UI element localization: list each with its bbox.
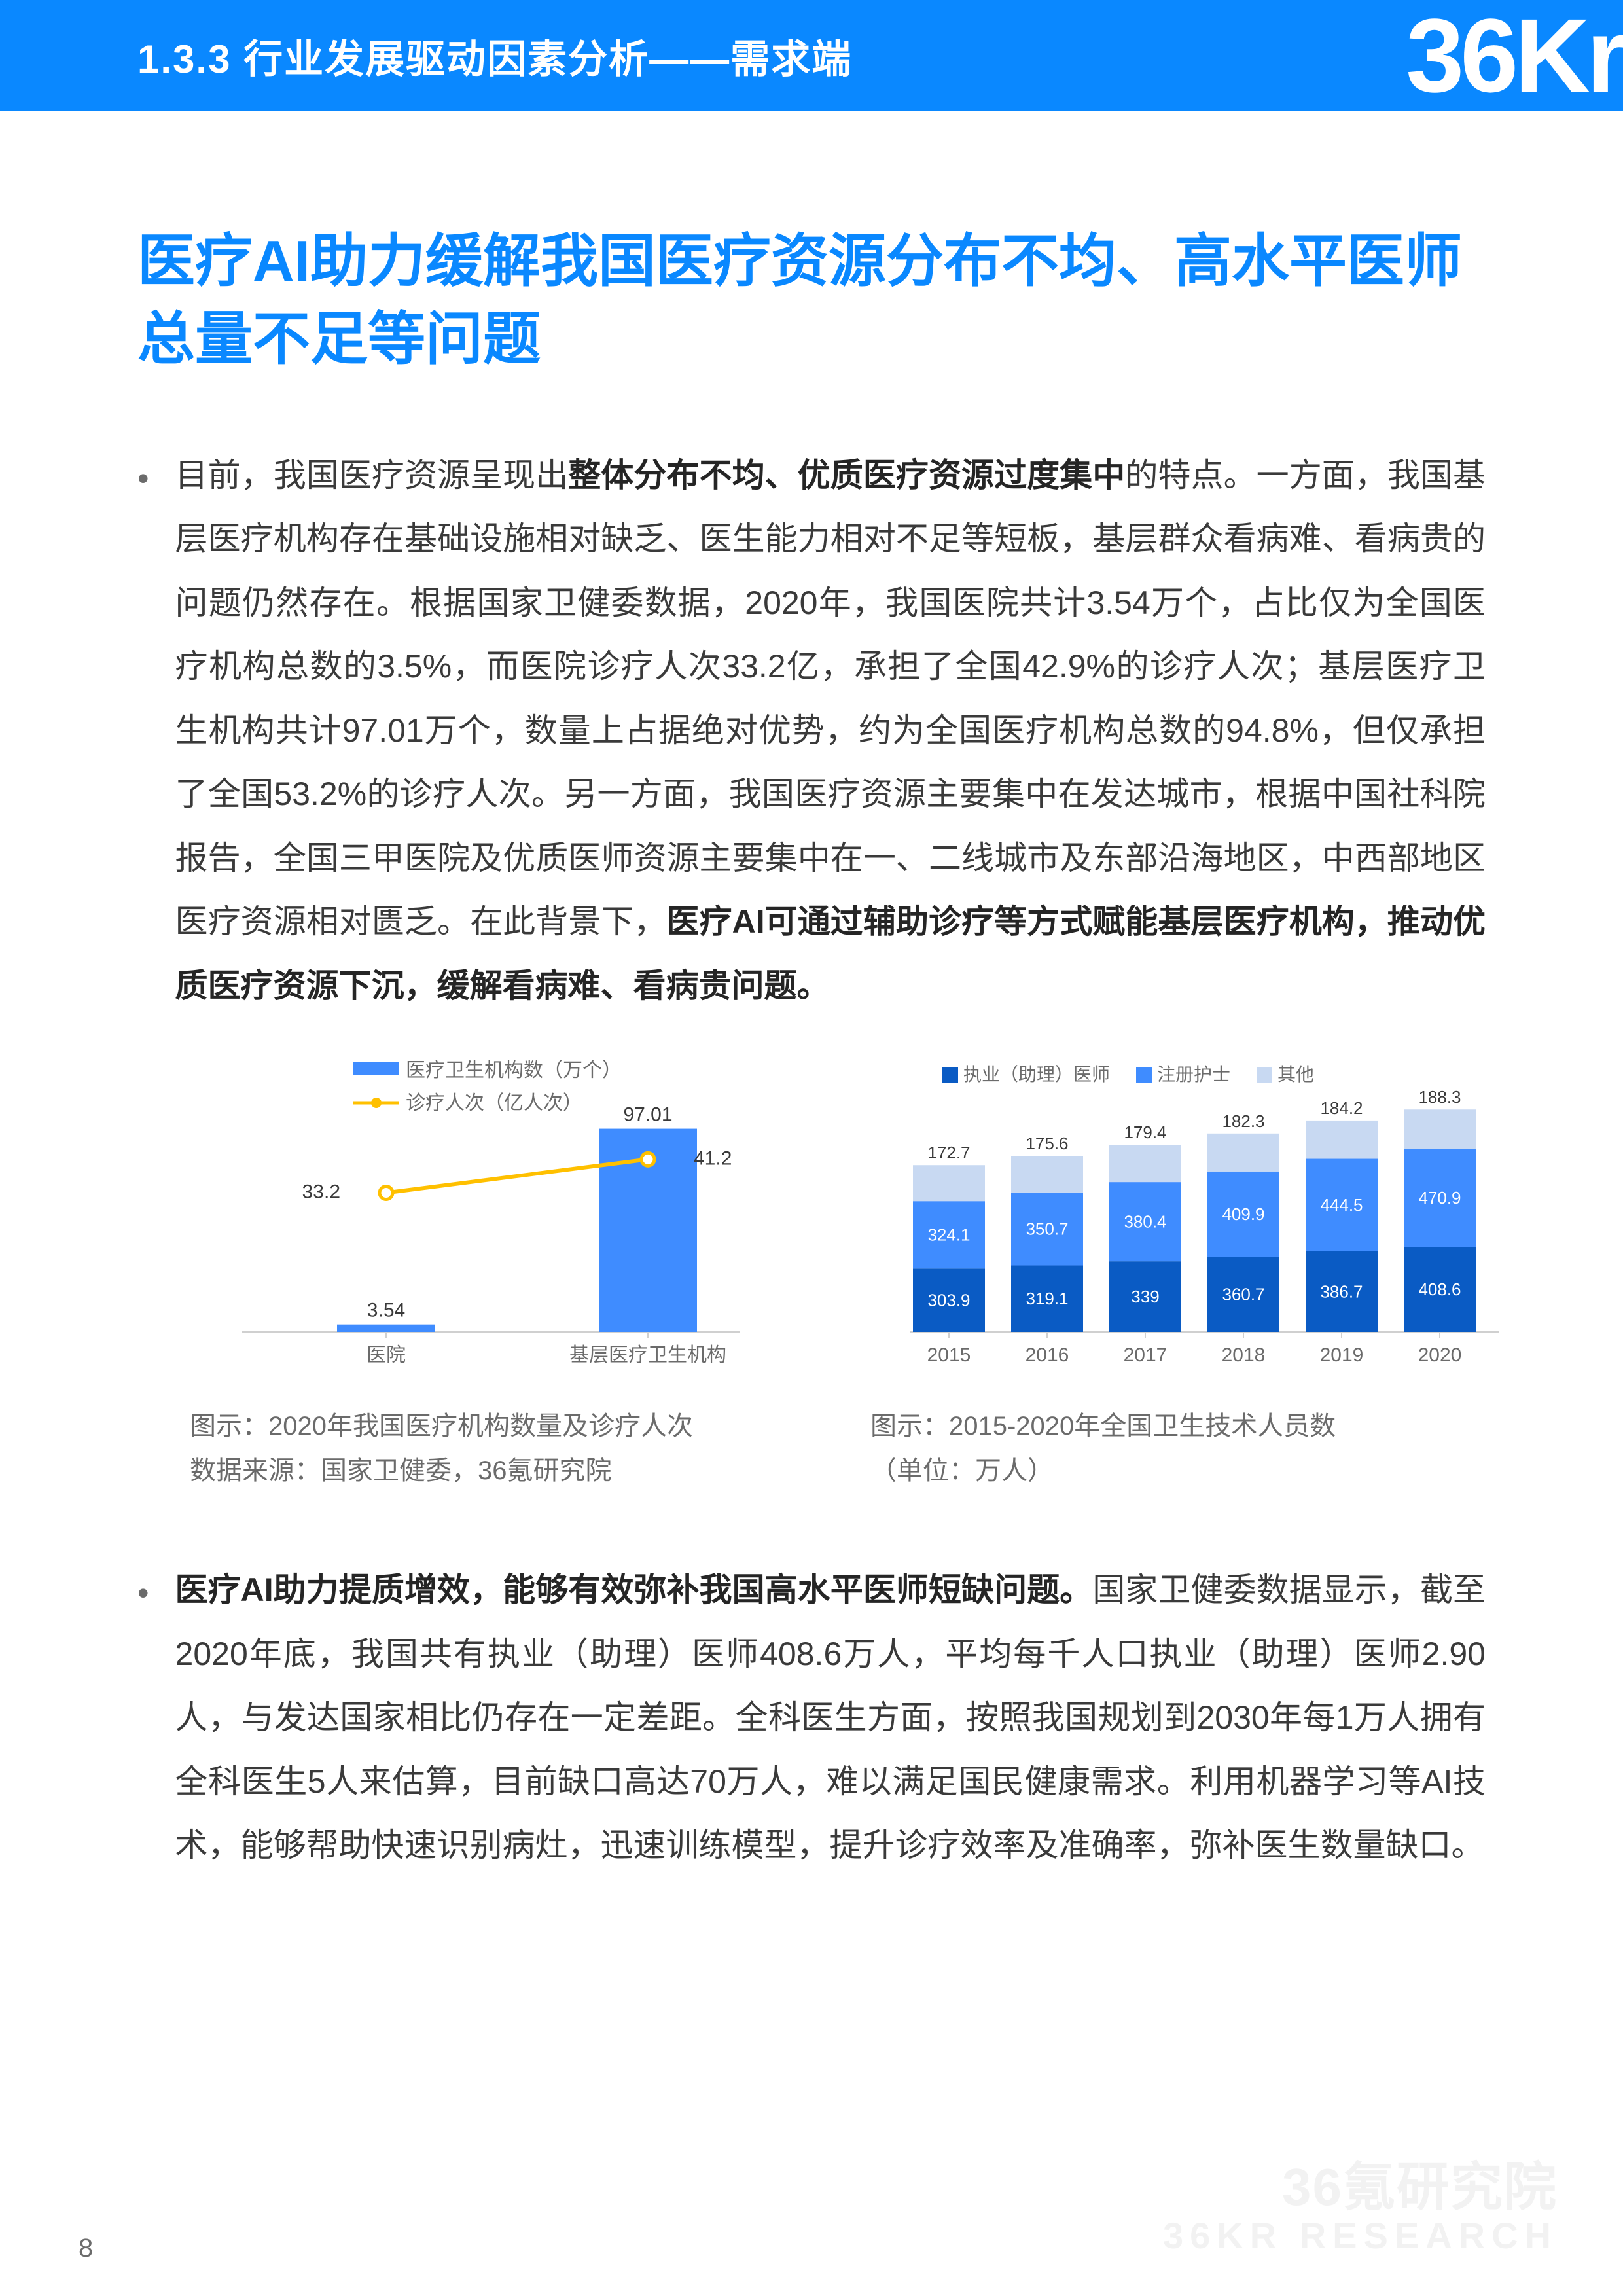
- chart-right: 执业（助理）医师 注册护士 其他 303.9 324.1 172.7 2015 319.1 35…: [870, 1057, 1512, 1493]
- svg-text:2019: 2019: [1320, 1344, 1364, 1366]
- svg-text:医疗卫生机构数（万个）: 医疗卫生机构数（万个）: [406, 1060, 622, 1081]
- chart-right-caption-title: 图示：2015-2020年全国卫生技术人员数: [870, 1404, 1512, 1448]
- watermark-line1: 36氪研究院: [1163, 2145, 1558, 2221]
- svg-text:医院: 医院: [366, 1344, 406, 1366]
- svg-text:3.54: 3.54: [367, 1300, 405, 1321]
- svg-text:2017: 2017: [1124, 1344, 1168, 1366]
- svg-text:408.6: 408.6: [1418, 1280, 1461, 1299]
- chart-right-caption: 图示：2015-2020年全国卫生技术人员数 （单位：万人）: [870, 1404, 1512, 1493]
- svg-text:444.5: 444.5: [1320, 1195, 1363, 1215]
- svg-text:诊疗人次（亿人次）: 诊疗人次（亿人次）: [406, 1092, 582, 1114]
- svg-text:188.3: 188.3: [1418, 1087, 1461, 1107]
- chart-left-caption-title: 图示：2020年我国医疗机构数量及诊疗人次: [190, 1404, 779, 1448]
- svg-text:380.4: 380.4: [1124, 1212, 1166, 1232]
- svg-text:409.9: 409.9: [1222, 1204, 1264, 1224]
- chart-left-caption: 图示：2020年我国医疗机构数量及诊疗人次 数据来源：国家卫健委，36氪研究院: [190, 1404, 779, 1493]
- brand-logo: 36Kr: [1406, 0, 1623, 111]
- watermark: 36氪研究院 36KR RESEARCH: [1163, 2145, 1558, 2257]
- bullet-2: • 医疗AI助力提质增效，能够有效弥补我国高水平医师短缺问题。国家卫健委数据显示…: [137, 1558, 1486, 1878]
- svg-text:基层医疗卫生机构: 基层医疗卫生机构: [569, 1344, 726, 1366]
- svg-text:179.4: 179.4: [1124, 1122, 1166, 1142]
- charts-row: 医疗卫生机构数（万个） 诊疗人次（亿人次） 3.54 医院 97.01 基层医疗卫生机构 3…: [137, 1057, 1486, 1493]
- svg-text:2018: 2018: [1222, 1344, 1266, 1366]
- svg-text:339: 339: [1131, 1287, 1159, 1306]
- svg-text:执业（助理）医师: 执业（助理）医师: [963, 1064, 1110, 1085]
- svg-text:172.7: 172.7: [927, 1143, 970, 1162]
- header-bar: 1.3.3 行业发展驱动因素分析——需求端 36Kr: [0, 0, 1623, 111]
- bullet-1: • 目前，我国医疗资源呈现出整体分布不均、优质医疗资源过度集中的特点。一方面，我…: [137, 444, 1486, 1018]
- svg-text:175.6: 175.6: [1026, 1134, 1068, 1153]
- svg-text:97.01: 97.01: [623, 1104, 672, 1126]
- chart-right-svg: 执业（助理）医师 注册护士 其他 303.9 324.1 172.7 2015 319.1 35…: [870, 1057, 1512, 1384]
- bullet-2-text: 医疗AI助力提质增效，能够有效弥补我国高水平医师短缺问题。国家卫健委数据显示，截…: [175, 1558, 1486, 1878]
- bullet-1-text: 目前，我国医疗资源呈现出整体分布不均、优质医疗资源过度集中的特点。一方面，我国基…: [175, 444, 1486, 1018]
- chart-left-caption-source: 数据来源：国家卫健委，36氪研究院: [190, 1448, 779, 1493]
- svg-text:41.2: 41.2: [694, 1147, 732, 1169]
- svg-text:2016: 2016: [1026, 1344, 1069, 1366]
- svg-text:184.2: 184.2: [1320, 1098, 1363, 1118]
- svg-text:319.1: 319.1: [1026, 1289, 1068, 1308]
- chart-right-caption-unit: （单位：万人）: [870, 1448, 1512, 1493]
- svg-text:386.7: 386.7: [1320, 1282, 1363, 1302]
- svg-text:2015: 2015: [927, 1344, 971, 1366]
- svg-text:其他: 其他: [1277, 1064, 1314, 1085]
- chart-left: 医疗卫生机构数（万个） 诊疗人次（亿人次） 3.54 医院 97.01 基层医疗卫生机构 3…: [190, 1057, 779, 1493]
- svg-text:303.9: 303.9: [927, 1291, 970, 1310]
- chart-left-svg: 医疗卫生机构数（万个） 诊疗人次（亿人次） 3.54 医院 97.01 基层医疗卫生机构 3…: [190, 1057, 779, 1384]
- svg-text:470.9: 470.9: [1418, 1188, 1461, 1208]
- svg-text:350.7: 350.7: [1026, 1219, 1068, 1239]
- svg-text:182.3: 182.3: [1222, 1111, 1264, 1131]
- page-title: 医疗AI助力缓解我国医疗资源分布不均、高水平医师总量不足等问题: [137, 223, 1486, 378]
- svg-text:360.7: 360.7: [1222, 1285, 1264, 1304]
- svg-text:33.2: 33.2: [302, 1181, 340, 1203]
- watermark-line2: 36KR RESEARCH: [1163, 2214, 1558, 2257]
- page-number: 8: [79, 2234, 93, 2263]
- section-title: 1.3.3 行业发展驱动因素分析——需求端: [137, 27, 852, 84]
- bullet-marker: •: [137, 1562, 149, 1878]
- svg-text:2020: 2020: [1418, 1344, 1462, 1366]
- bullet-marker: •: [137, 448, 149, 1018]
- svg-text:注册护士: 注册护士: [1157, 1064, 1230, 1085]
- svg-text:324.1: 324.1: [927, 1225, 970, 1245]
